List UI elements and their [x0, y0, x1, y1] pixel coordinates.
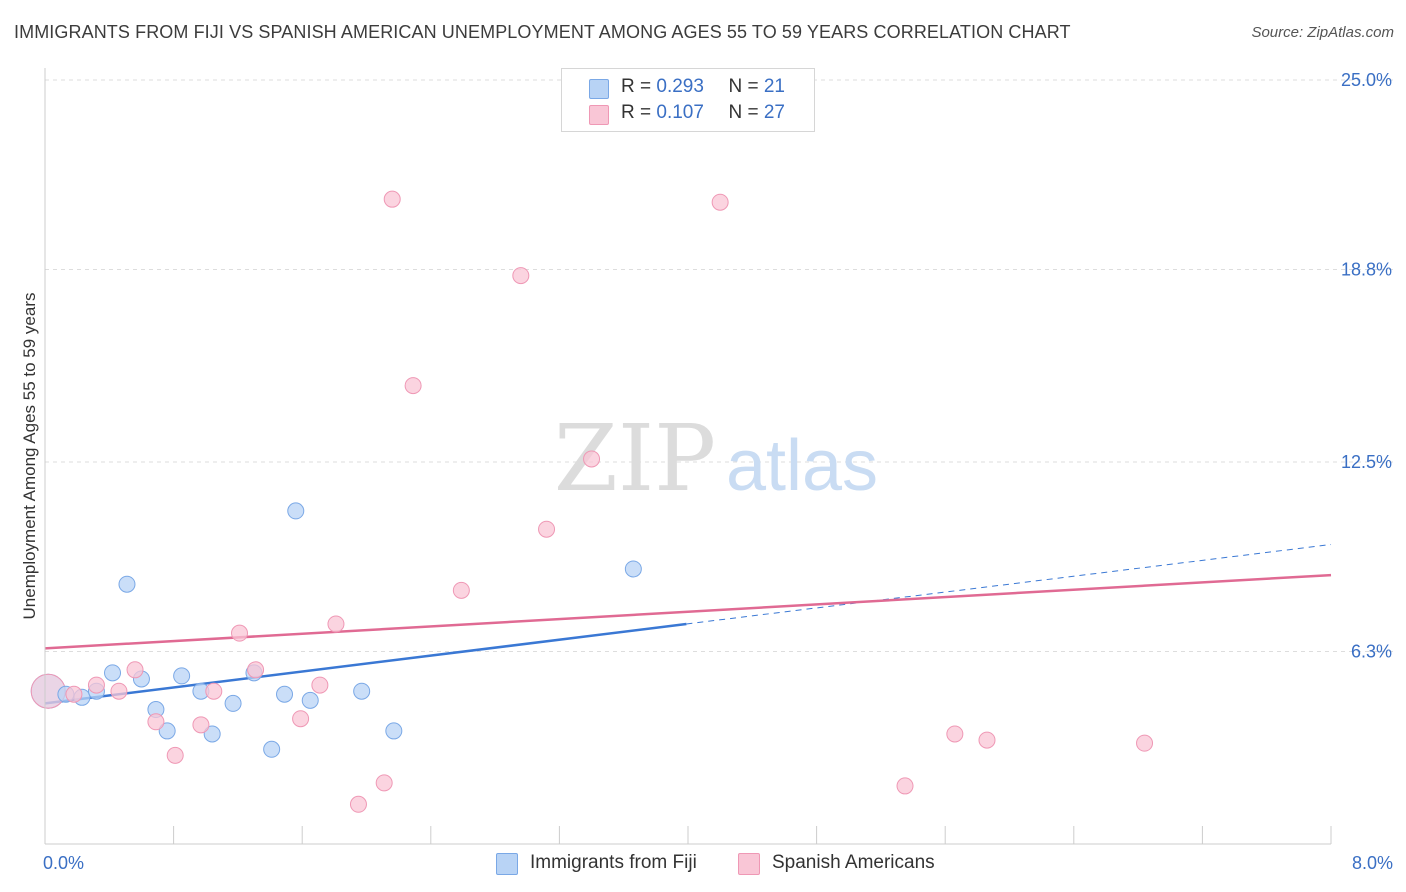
spanish-point	[946, 725, 964, 743]
spanish-trend-line	[44, 573, 1332, 650]
spanish-point	[311, 676, 329, 694]
spanish-point	[87, 676, 105, 694]
fiji-point	[385, 722, 403, 740]
legend-r-value-fiji: 0.293	[656, 76, 704, 97]
grid-layer	[45, 79, 1394, 652]
y-axis-label: Unemployment Among Ages 55 to 59 years	[20, 292, 39, 620]
legend-n-value-fiji: 21	[763, 76, 785, 97]
fiji-point	[158, 722, 176, 740]
watermark-zip: ZIP	[554, 405, 716, 512]
x-tick-label: 8.0%	[1352, 853, 1393, 873]
spanish-point	[375, 774, 393, 792]
spanish-point	[110, 682, 128, 700]
label-layer: 6.3% 12.5% 18.8% 25.0% 0.0% 8.0%	[43, 70, 1393, 873]
fiji-point	[224, 694, 242, 712]
spanish-point	[711, 193, 729, 211]
spanish-point	[65, 685, 83, 703]
axis-layer	[44, 68, 1332, 845]
spanish-point	[205, 682, 223, 700]
legend-box: R = 0.293 N = 21 R = 0.107 N = 27	[561, 68, 815, 132]
y-tick-label: 6.3%	[1351, 641, 1392, 661]
y-tick-label: 18.8%	[1341, 259, 1392, 279]
y-tick-label: 12.5%	[1341, 452, 1392, 472]
spanish-point	[538, 520, 556, 538]
spanish-point	[292, 710, 310, 728]
legend-n-value-spanish: 27	[763, 102, 785, 123]
spanish-point	[383, 190, 401, 208]
spanish-point	[247, 661, 265, 679]
spanish-point	[404, 377, 422, 395]
spanish-point	[512, 267, 530, 285]
points-layer	[30, 190, 1154, 813]
watermark-atlas: atlas	[726, 426, 878, 506]
spanish-point	[231, 624, 249, 642]
fiji-point	[624, 560, 642, 578]
fiji-point	[287, 502, 305, 520]
fiji-point	[173, 667, 191, 685]
chart-source: Source: ZipAtlas.com	[1251, 24, 1394, 41]
legend-r-label-fiji: R =	[621, 76, 657, 97]
legend-n-label-spanish: N =	[728, 102, 764, 123]
fiji-point	[203, 725, 221, 743]
legend-swatch-spanish	[589, 105, 609, 125]
bottom-legend-swatch-fiji	[496, 853, 518, 875]
legend-n-label-fiji: N =	[728, 76, 764, 97]
legend-swatch-fiji	[589, 79, 609, 99]
trend-layer	[44, 544, 1332, 705]
bottom-legend-swatch-spanish	[738, 853, 760, 875]
fiji-point	[104, 664, 122, 682]
spanish-point	[896, 777, 914, 795]
legend-r-label-spanish: R =	[621, 102, 657, 123]
fiji-point	[276, 685, 294, 703]
x-tick-label: 0.0%	[43, 853, 84, 873]
spanish-point	[452, 581, 470, 599]
fiji-point	[263, 740, 281, 758]
bottom-legend-label-spanish: Spanish Americans	[772, 852, 935, 873]
spanish-point	[126, 661, 144, 679]
fiji-point	[301, 691, 319, 709]
fiji-trend-extension	[686, 544, 1332, 625]
fiji-point	[353, 682, 371, 700]
fiji-trend-line	[44, 622, 687, 705]
spanish-point	[1136, 734, 1154, 752]
bottom-legend-label-fiji: Immigrants from Fiji	[530, 852, 697, 873]
spanish-point	[327, 615, 345, 633]
spanish-point	[192, 716, 210, 734]
spanish-point	[583, 450, 601, 468]
chart-title: IMMIGRANTS FROM FIJI VS SPANISH AMERICAN…	[14, 22, 1071, 42]
y-tick-label: 25.0%	[1341, 70, 1392, 90]
fiji-point	[118, 575, 136, 593]
spanish-point	[978, 731, 996, 749]
spanish-point	[147, 713, 165, 731]
legend-r-value-spanish: 0.107	[656, 102, 704, 123]
spanish-point	[166, 746, 184, 764]
spanish-point	[349, 795, 367, 813]
